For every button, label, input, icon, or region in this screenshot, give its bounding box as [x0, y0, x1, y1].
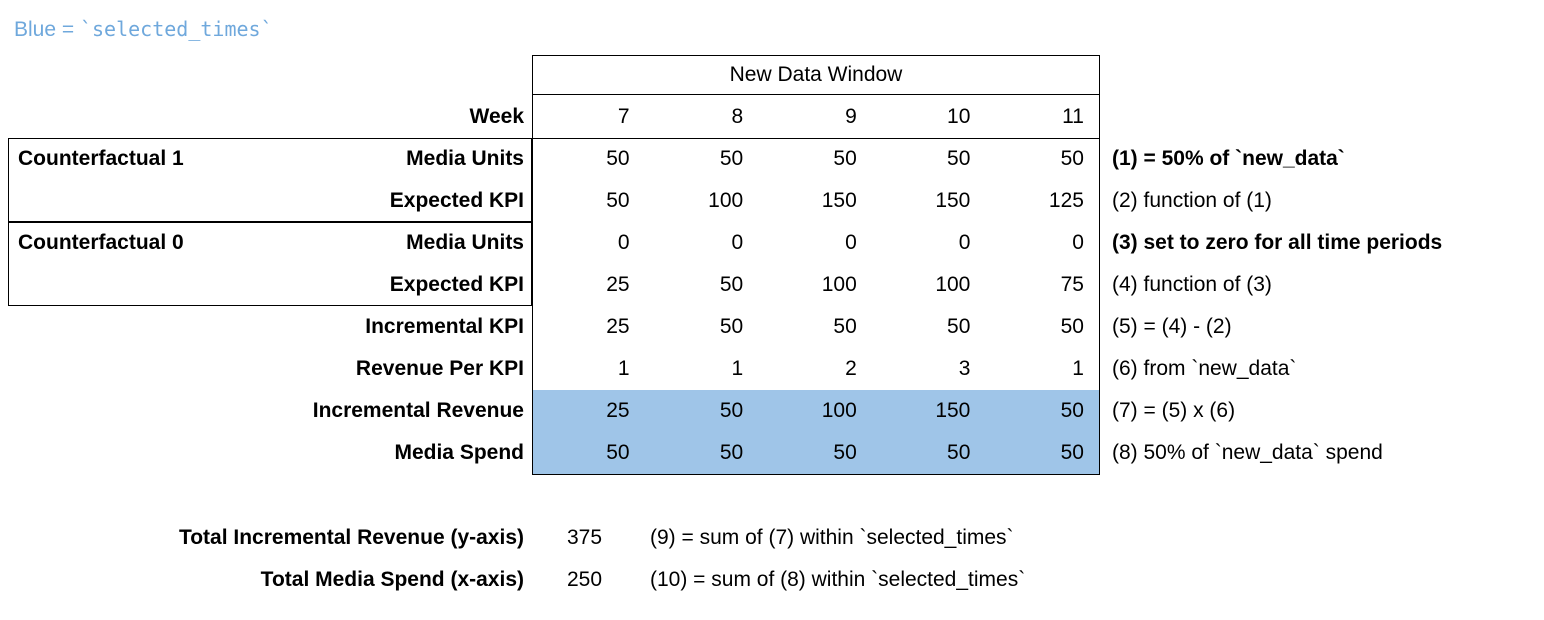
- week-cell: 7: [617, 104, 630, 128]
- data-cell: 3: [958, 357, 971, 380]
- legend-code: `selected_times`: [79, 17, 273, 41]
- total-value: 250: [567, 568, 603, 591]
- table-row: Expected KPI 50 100 150 150 125 (2) func…: [0, 180, 1544, 222]
- data-cell: 1: [617, 357, 630, 380]
- data-cell: 25: [606, 315, 630, 338]
- data-cell: 100: [821, 273, 857, 296]
- data-cell: 100: [821, 399, 857, 422]
- data-cell: 50: [1060, 399, 1084, 422]
- legend-text: Blue =: [14, 18, 80, 41]
- table-row: Counterfactual 0 Media Units 0 0 0 0 0 (…: [0, 222, 1544, 264]
- data-cell: 50: [1060, 315, 1084, 338]
- data-cell: 50: [947, 147, 971, 170]
- data-cell: 50: [719, 315, 744, 338]
- row-note: (2) function of (1): [1112, 189, 1272, 212]
- data-cell: 0: [845, 231, 857, 254]
- data-cell: 50: [947, 441, 971, 464]
- data-cell: 0: [1072, 231, 1084, 254]
- data-cell: 50: [606, 147, 630, 170]
- row-note: (6) from `new_data`: [1112, 357, 1297, 380]
- data-cell: 50: [833, 315, 857, 338]
- week-cell: 11: [1062, 104, 1084, 128]
- data-cell: 75: [1060, 273, 1084, 296]
- row-note: (7) = (5) x (6): [1112, 399, 1236, 422]
- row-note: (4) function of (3): [1112, 273, 1272, 296]
- data-cell: 25: [606, 399, 630, 422]
- row-label: Incremental KPI: [365, 315, 524, 338]
- row-note: (3) set to zero for all time periods: [1112, 231, 1443, 254]
- week-header-row: Week 7 8 9 10 11: [0, 95, 1544, 138]
- data-cell: 50: [1060, 441, 1084, 464]
- table-row: Revenue Per KPI 1 1 2 3 1 (6) from `new_…: [0, 348, 1544, 390]
- data-cell: 50: [833, 147, 857, 170]
- row-label: Incremental Revenue: [312, 399, 524, 422]
- row-note: (5) = (4) - (2): [1112, 315, 1232, 338]
- data-cell: 1: [1072, 357, 1084, 380]
- data-cell: 0: [958, 231, 971, 254]
- highlighted-cells: 50 50 50 50 50: [532, 432, 1100, 474]
- row-group-label: Counterfactual 0: [18, 231, 184, 254]
- row-label: Media Units: [406, 147, 524, 170]
- total-row: Total Incremental Revenue (y-axis) 375 (…: [0, 517, 1544, 559]
- row-label: Expected KPI: [389, 273, 524, 296]
- row-note: (8) 50% of `new_data` spend: [1112, 441, 1383, 464]
- data-cell: 0: [617, 231, 630, 254]
- row-note: (1) = 50% of `new_data`: [1112, 147, 1345, 170]
- week-cell: 10: [947, 104, 971, 128]
- total-label: Total Media Spend (x-axis): [260, 568, 524, 591]
- row-label: Revenue Per KPI: [355, 357, 524, 380]
- data-cell: 50: [719, 441, 744, 464]
- table-row: Media Spend 50 50 50 50 50 (8) 50% of `n…: [0, 432, 1544, 474]
- total-row: Total Media Spend (x-axis) 250 (10) = su…: [0, 559, 1544, 601]
- week-cell: 9: [845, 104, 857, 128]
- data-cell: 50: [1060, 147, 1084, 170]
- data-cell: 50: [833, 441, 857, 464]
- data-cell: 150: [935, 399, 971, 422]
- week-label: Week: [469, 104, 524, 128]
- total-note: (10) = sum of (8) within `selected_times…: [650, 568, 1026, 591]
- highlighted-cells: 25 50 100 150 50: [532, 390, 1100, 432]
- legend: Blue = `selected_times`: [14, 17, 273, 42]
- data-cell: 0: [731, 231, 744, 254]
- data-cell: 100: [935, 273, 971, 296]
- week-cell: 8: [731, 104, 744, 128]
- data-cell: 50: [719, 273, 744, 296]
- data-cell: 50: [947, 315, 971, 338]
- row-label: Media Units: [406, 231, 524, 254]
- data-cell: 150: [935, 189, 971, 212]
- table-row: Incremental Revenue 25 50 100 150 50 (7)…: [0, 390, 1544, 432]
- data-cell: 25: [606, 273, 630, 296]
- data-cell: 150: [821, 189, 857, 212]
- data-cell: 50: [606, 441, 630, 464]
- row-label: Media Spend: [394, 441, 524, 464]
- row-label: Expected KPI: [389, 189, 524, 212]
- new-data-window-header: New Data Window: [532, 55, 1100, 95]
- table-row: Incremental KPI 25 50 50 50 50 (5) = (4)…: [0, 306, 1544, 348]
- table-row: Expected KPI 25 50 100 100 75 (4) functi…: [0, 264, 1544, 306]
- data-cell: 2: [845, 357, 857, 380]
- total-note: (9) = sum of (7) within `selected_times`: [650, 526, 1014, 549]
- data-cell: 50: [719, 399, 744, 422]
- row-group-label: Counterfactual 1: [18, 147, 184, 170]
- data-cell: 100: [708, 189, 744, 212]
- data-cell: 1: [731, 357, 744, 380]
- table-row: Counterfactual 1 Media Units 50 50 50 50…: [0, 138, 1544, 180]
- data-cell: 50: [606, 189, 630, 212]
- data-cell: 125: [1048, 189, 1084, 212]
- data-cell: 50: [719, 147, 744, 170]
- total-value: 375: [567, 526, 603, 549]
- total-label: Total Incremental Revenue (y-axis): [178, 526, 524, 549]
